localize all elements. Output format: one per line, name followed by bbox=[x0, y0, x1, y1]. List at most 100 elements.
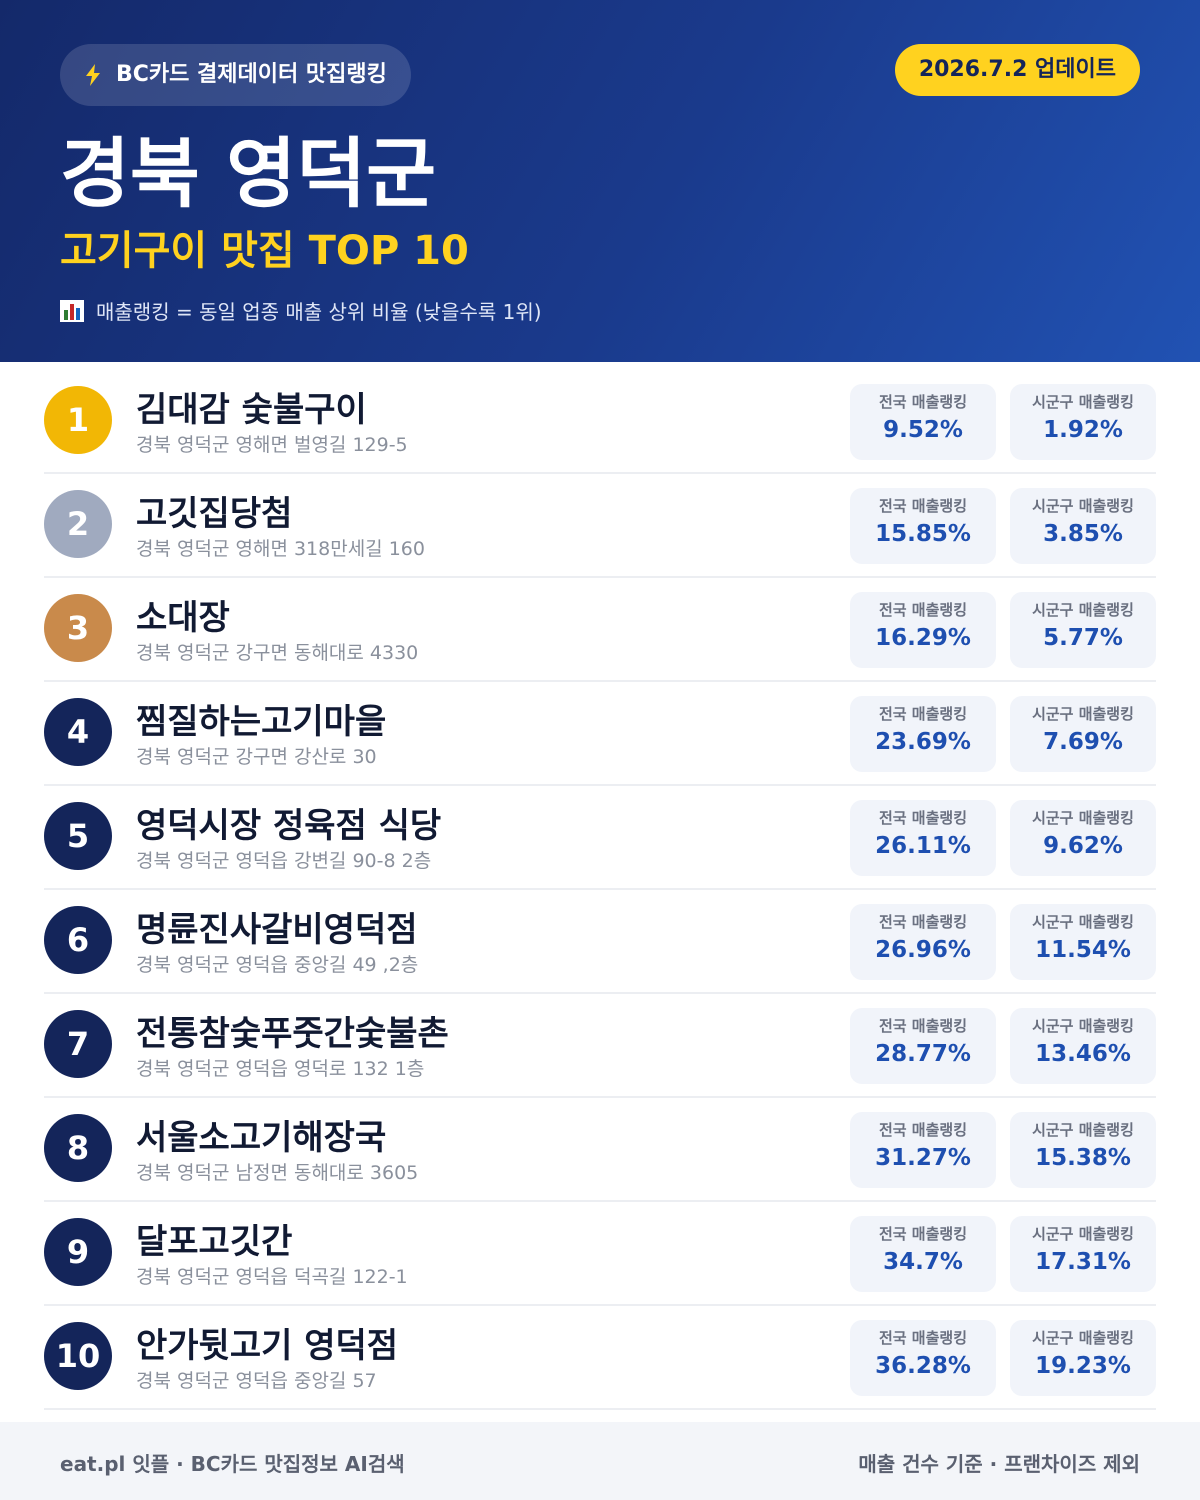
local-label: 시군구 매출랭킹 bbox=[1032, 913, 1134, 931]
restaurant-name: 찜질하는고기마을 bbox=[136, 702, 387, 742]
badge: BC카드 결제데이터 맛집랭킹 bbox=[60, 44, 411, 106]
national-rank-box: 전국 매출랭킹 15.85% bbox=[850, 488, 996, 564]
national-value: 34.7% bbox=[883, 1249, 963, 1275]
local-label: 시군구 매출랭킹 bbox=[1032, 497, 1134, 515]
national-label: 전국 매출랭킹 bbox=[878, 393, 968, 411]
local-rank-box: 시군구 매출랭킹 5.77% bbox=[1010, 592, 1156, 668]
separator bbox=[44, 1304, 1156, 1306]
address: 경북 영덕군 영덕읍 중앙길 49 ,2층 bbox=[136, 954, 419, 976]
rank-badge: 10 bbox=[44, 1322, 112, 1390]
local-value: 5.77% bbox=[1043, 625, 1123, 651]
national-value: 16.29% bbox=[875, 625, 971, 651]
rank-badge: 5 bbox=[44, 802, 112, 870]
local-rank-box: 시군구 매출랭킹 11.54% bbox=[1010, 904, 1156, 980]
address: 경북 영덕군 강구면 동해대로 4330 bbox=[136, 642, 419, 664]
local-label: 시군구 매출랭킹 bbox=[1032, 601, 1134, 619]
local-rank-box: 시군구 매출랭킹 19.23% bbox=[1010, 1320, 1156, 1396]
local-rank-box: 시군구 매출랭킹 1.92% bbox=[1010, 384, 1156, 460]
national-value: 26.96% bbox=[875, 937, 971, 963]
address: 경북 영덕군 영해면 벌영길 129-5 bbox=[136, 434, 408, 456]
national-label: 전국 매출랭킹 bbox=[878, 1225, 968, 1243]
separator bbox=[44, 1096, 1156, 1098]
rank-badge: 1 bbox=[44, 386, 112, 454]
local-rank-box: 시군구 매출랭킹 13.46% bbox=[1010, 1008, 1156, 1084]
footer-left: eat.pl 잇플 · BC카드 맛집정보 AI검색 bbox=[60, 1452, 405, 1476]
local-value: 9.62% bbox=[1043, 833, 1123, 859]
national-rank-box: 전국 매출랭킹 9.52% bbox=[850, 384, 996, 460]
local-label: 시군구 매출랭킹 bbox=[1032, 1017, 1134, 1035]
national-rank-box: 전국 매출랭킹 36.28% bbox=[850, 1320, 996, 1396]
note: 매출랭킹 = 동일 업종 매출 상위 비율 (낮을수록 1위) bbox=[96, 300, 542, 324]
separator bbox=[44, 992, 1156, 994]
update-pill: 2026.7.2 업데이트 bbox=[894, 44, 1140, 96]
address: 경북 영덕군 영덕읍 강변길 90-8 2층 bbox=[136, 850, 432, 872]
national-label: 전국 매출랭킹 bbox=[878, 1017, 968, 1035]
national-label: 전국 매출랭킹 bbox=[878, 705, 968, 723]
local-rank-box: 시군구 매출랭킹 3.85% bbox=[1010, 488, 1156, 564]
restaurant-name: 안가뒷고기 영덕점 bbox=[136, 1326, 399, 1366]
address: 경북 영덕군 영덕읍 영덕로 132 1층 bbox=[136, 1058, 425, 1080]
restaurant-name: 소대장 bbox=[136, 598, 230, 638]
national-label: 전국 매출랭킹 bbox=[878, 809, 968, 827]
address: 경북 영덕군 남정면 동해대로 3605 bbox=[136, 1162, 419, 1184]
separator bbox=[44, 1200, 1156, 1202]
separator bbox=[44, 576, 1156, 578]
national-label: 전국 매출랭킹 bbox=[878, 1121, 968, 1139]
national-label: 전국 매출랭킹 bbox=[878, 1329, 968, 1347]
national-rank-box: 전국 매출랭킹 28.77% bbox=[850, 1008, 996, 1084]
badge-text: BC카드 결제데이터 맛집랭킹 bbox=[116, 62, 387, 87]
separator bbox=[44, 784, 1156, 786]
rank-badge: 9 bbox=[44, 1218, 112, 1286]
local-rank-box: 시군구 매출랭킹 15.38% bbox=[1010, 1112, 1156, 1188]
local-rank-box: 시군구 매출랭킹 9.62% bbox=[1010, 800, 1156, 876]
national-label: 전국 매출랭킹 bbox=[878, 497, 968, 515]
local-rank-box: 시군구 매출랭킹 7.69% bbox=[1010, 696, 1156, 772]
rank-badge: 2 bbox=[44, 490, 112, 558]
local-value: 19.23% bbox=[1035, 1353, 1131, 1379]
local-value: 3.85% bbox=[1043, 521, 1123, 547]
local-value: 13.46% bbox=[1035, 1041, 1131, 1067]
national-rank-box: 전국 매출랭킹 23.69% bbox=[850, 696, 996, 772]
footer: eat.pl 잇플 · BC카드 맛집정보 AI검색 매출 건수 기준 · 프랜… bbox=[0, 1422, 1200, 1500]
national-value: 28.77% bbox=[875, 1041, 971, 1067]
restaurant-name: 영덕시장 정육점 식당 bbox=[136, 806, 442, 846]
national-rank-box: 전국 매출랭킹 26.96% bbox=[850, 904, 996, 980]
restaurant-name: 서울소고기해장국 bbox=[136, 1118, 387, 1158]
national-value: 26.11% bbox=[875, 833, 971, 859]
address: 경북 영덕군 영덕읍 덕곡길 122-1 bbox=[136, 1266, 408, 1288]
national-label: 전국 매출랭킹 bbox=[878, 601, 968, 619]
local-label: 시군구 매출랭킹 bbox=[1032, 1329, 1134, 1347]
national-value: 23.69% bbox=[875, 729, 971, 755]
national-rank-box: 전국 매출랭킹 16.29% bbox=[850, 592, 996, 668]
address: 경북 영덕군 영해면 318만세길 160 bbox=[136, 538, 425, 560]
rank-badge: 6 bbox=[44, 906, 112, 974]
local-value: 11.54% bbox=[1035, 937, 1131, 963]
local-rank-box: 시군구 매출랭킹 17.31% bbox=[1010, 1216, 1156, 1292]
national-rank-box: 전국 매출랭킹 34.7% bbox=[850, 1216, 996, 1292]
rank-badge: 7 bbox=[44, 1010, 112, 1078]
chart-icon bbox=[60, 300, 84, 322]
separator bbox=[44, 680, 1156, 682]
rank-badge: 8 bbox=[44, 1114, 112, 1182]
national-rank-box: 전국 매출랭킹 31.27% bbox=[850, 1112, 996, 1188]
address: 경북 영덕군 영덕읍 중앙길 57 bbox=[136, 1370, 377, 1392]
local-value: 17.31% bbox=[1035, 1249, 1131, 1275]
restaurant-name: 명륜진사갈비영덕점 bbox=[136, 910, 418, 950]
national-value: 36.28% bbox=[875, 1353, 971, 1379]
address: 경북 영덕군 강구면 강산로 30 bbox=[136, 746, 377, 768]
local-label: 시군구 매출랭킹 bbox=[1032, 705, 1134, 723]
separator bbox=[44, 472, 1156, 474]
restaurant-name: 고깃집당첨 bbox=[136, 494, 293, 534]
national-rank-box: 전국 매출랭킹 26.11% bbox=[850, 800, 996, 876]
bolt-icon bbox=[86, 64, 100, 86]
local-value: 1.92% bbox=[1043, 417, 1123, 443]
national-value: 15.85% bbox=[875, 521, 971, 547]
rank-badge: 4 bbox=[44, 698, 112, 766]
rank-badge: 3 bbox=[44, 594, 112, 662]
local-label: 시군구 매출랭킹 bbox=[1032, 1225, 1134, 1243]
restaurant-name: 전통참숯푸줏간숯불촌 bbox=[136, 1014, 449, 1054]
local-label: 시군구 매출랭킹 bbox=[1032, 393, 1134, 411]
header: BC카드 결제데이터 맛집랭킹 2026.7.2 업데이트 경북 영덕군 고기구… bbox=[0, 0, 1200, 362]
restaurant-name: 김대감 숯불구이 bbox=[136, 390, 367, 430]
